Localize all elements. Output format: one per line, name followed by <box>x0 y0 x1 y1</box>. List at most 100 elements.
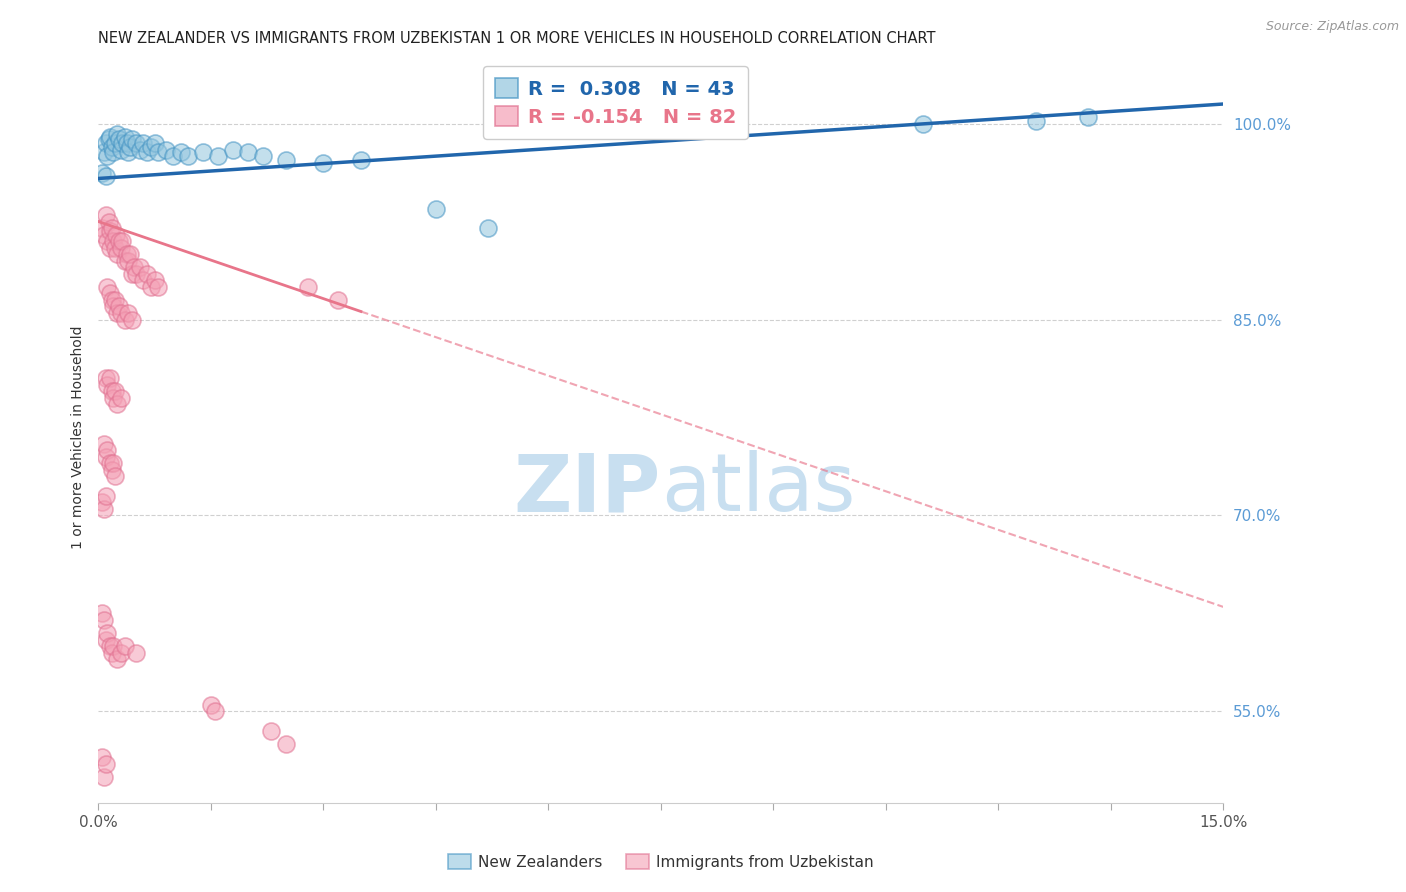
Point <box>97 132 120 146</box>
Point <box>98 456 121 470</box>
Point <box>91 495 114 509</box>
Point <box>104 293 127 307</box>
Point <box>425 202 447 216</box>
Point <box>91 607 114 621</box>
Text: NEW ZEALANDER VS IMMIGRANTS FROM UZBEKISTAN 1 OR MORE VEHICLES IN HOUSEHOLD CORR: NEW ZEALANDER VS IMMIGRANTS FROM UZBEKIS… <box>98 31 936 46</box>
Point <box>98 371 121 385</box>
Point <box>101 384 124 399</box>
Point <box>125 136 148 151</box>
Point <box>104 384 127 399</box>
Point <box>204 704 226 718</box>
Point <box>100 129 122 144</box>
Point <box>97 214 120 228</box>
Point <box>128 143 150 157</box>
Point <box>105 227 128 242</box>
Point <box>1025 114 1047 128</box>
Point <box>96 234 118 248</box>
Text: Source: ZipAtlas.com: Source: ZipAtlas.com <box>1265 20 1399 33</box>
Point <box>105 127 128 141</box>
Point <box>103 300 125 314</box>
Point <box>103 145 125 160</box>
Point <box>98 241 121 255</box>
Point <box>114 253 136 268</box>
Point <box>238 145 260 160</box>
Point <box>155 143 177 157</box>
Point <box>93 436 115 450</box>
Point <box>110 306 132 320</box>
Point <box>139 280 162 294</box>
Point <box>136 267 159 281</box>
Point <box>93 502 115 516</box>
Point <box>104 469 127 483</box>
Point <box>328 293 350 307</box>
Point <box>96 626 118 640</box>
Point <box>297 280 319 294</box>
Point <box>94 632 117 647</box>
Point <box>125 646 148 660</box>
Point <box>117 253 139 268</box>
Point <box>94 371 117 385</box>
Point <box>260 723 283 738</box>
Point <box>105 397 128 411</box>
Point <box>114 639 136 653</box>
Point <box>912 117 935 131</box>
Point <box>110 241 132 255</box>
Point <box>111 136 134 151</box>
Point <box>121 132 143 146</box>
Point <box>108 300 131 314</box>
Point <box>94 756 117 771</box>
Point <box>91 221 114 235</box>
Point <box>252 149 274 163</box>
Point <box>91 750 114 764</box>
Point <box>94 450 117 464</box>
Point <box>115 247 138 261</box>
Point <box>101 293 124 307</box>
Point <box>105 306 128 320</box>
Y-axis label: 1 or more Vehicles in Household: 1 or more Vehicles in Household <box>70 326 84 549</box>
Point <box>93 145 115 160</box>
Point <box>96 443 118 458</box>
Point <box>98 286 121 301</box>
Point <box>193 145 215 160</box>
Point <box>104 241 127 255</box>
Point <box>103 639 125 653</box>
Point <box>110 391 132 405</box>
Point <box>104 136 127 151</box>
Point <box>94 169 117 183</box>
Point <box>148 280 170 294</box>
Point <box>101 646 124 660</box>
Point <box>115 136 138 151</box>
Point <box>312 155 335 169</box>
Point <box>1077 110 1099 124</box>
Point <box>94 208 117 222</box>
Point <box>143 273 166 287</box>
Point <box>477 221 499 235</box>
Point <box>350 153 373 168</box>
Point <box>103 456 125 470</box>
Point <box>94 136 117 151</box>
Point <box>114 312 136 326</box>
Point <box>118 140 141 154</box>
Point <box>114 129 136 144</box>
Point <box>117 145 139 160</box>
Point <box>105 652 128 666</box>
Point <box>93 770 115 784</box>
Point <box>94 489 117 503</box>
Point <box>143 136 166 151</box>
Point <box>93 613 115 627</box>
Point <box>128 260 150 275</box>
Point <box>274 153 297 168</box>
Point <box>110 143 132 157</box>
Point <box>121 267 143 281</box>
Point <box>118 247 141 261</box>
Point <box>136 145 159 160</box>
Point <box>105 247 128 261</box>
Point <box>108 234 131 248</box>
Point <box>117 306 139 320</box>
Point <box>96 149 118 163</box>
Point <box>125 267 148 281</box>
Point <box>101 221 124 235</box>
Point <box>132 136 155 151</box>
Point <box>139 140 162 154</box>
Point <box>101 463 124 477</box>
